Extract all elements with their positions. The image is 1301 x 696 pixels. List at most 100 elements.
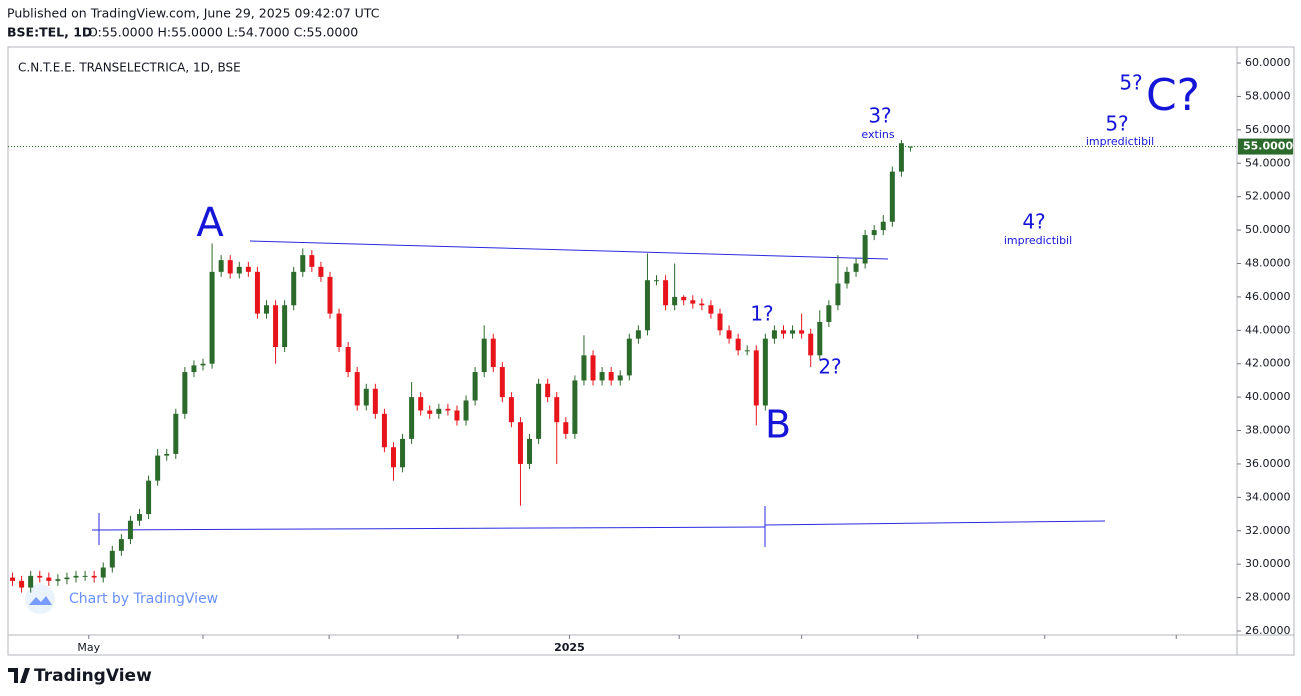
ohlc: O:55.0000 H:55.0000 L:54.7000 C:55.0000 <box>88 25 358 40</box>
annotation: impredictibil <box>1086 135 1154 148</box>
body <box>273 305 279 348</box>
body <box>508 397 514 423</box>
annotation: 1? <box>750 302 773 326</box>
body <box>445 408 451 411</box>
body <box>499 367 505 398</box>
body <box>282 305 288 348</box>
last-price-box <box>1238 138 1293 155</box>
body <box>209 271 215 364</box>
body <box>227 260 233 274</box>
body <box>780 330 786 334</box>
body <box>744 350 750 352</box>
body <box>182 372 188 414</box>
body <box>681 296 687 301</box>
y-tick-label: 60.0000 <box>1245 56 1291 69</box>
body <box>345 347 351 373</box>
body <box>481 338 487 373</box>
footer-text: TradingView <box>34 666 152 686</box>
annotation: B <box>765 403 791 447</box>
body <box>137 514 143 521</box>
body <box>263 305 269 314</box>
frame <box>7 46 1295 656</box>
body <box>82 575 88 577</box>
body <box>436 408 442 414</box>
body <box>390 447 396 468</box>
published: Published on TradingView.com, June 29, 2… <box>7 6 380 21</box>
body <box>771 330 777 339</box>
body <box>463 400 469 421</box>
body <box>155 455 161 481</box>
body <box>19 580 25 588</box>
body <box>336 313 342 348</box>
body <box>817 321 823 356</box>
body <box>291 271 297 306</box>
body <box>536 383 542 439</box>
x-tick-label: 2025 <box>554 641 585 654</box>
y-tick-label: 48.0000 <box>1245 256 1291 269</box>
body <box>100 567 106 578</box>
y-tick-label: 40.0000 <box>1245 390 1291 403</box>
body <box>581 355 587 381</box>
body <box>109 550 115 568</box>
y-tick-label: 34.0000 <box>1245 490 1291 503</box>
body <box>191 365 197 373</box>
body <box>245 266 251 272</box>
body <box>654 280 660 282</box>
body <box>554 397 560 423</box>
body <box>762 338 768 406</box>
watermark-icon <box>25 584 55 614</box>
body <box>699 303 705 306</box>
body <box>527 438 533 464</box>
body <box>808 333 814 356</box>
body <box>717 313 723 331</box>
body <box>28 575 34 588</box>
body <box>826 305 832 322</box>
body <box>608 372 614 381</box>
body <box>844 271 850 284</box>
trendline <box>91 526 766 531</box>
body <box>898 143 904 172</box>
body <box>354 372 360 406</box>
annotation: 4? <box>1022 210 1045 234</box>
y-tick-label: 26.0000 <box>1245 624 1291 637</box>
body <box>164 453 170 456</box>
annotation: 3? <box>868 104 891 128</box>
body <box>418 397 424 411</box>
watermark-glyph <box>29 596 52 605</box>
x-tick-label: May <box>77 641 100 654</box>
body <box>644 280 650 331</box>
y-tick-label: 52.0000 <box>1245 190 1291 203</box>
y-tick-label: 44.0000 <box>1245 323 1291 336</box>
body <box>889 171 895 222</box>
body <box>753 350 759 406</box>
body <box>37 575 43 578</box>
body <box>599 372 605 381</box>
watermark-text: Chart by TradingView <box>69 591 218 607</box>
body <box>218 260 224 272</box>
body <box>490 338 496 368</box>
footer-logo: TradingView <box>8 666 152 686</box>
body <box>236 266 242 274</box>
body <box>517 422 523 464</box>
body <box>254 271 260 314</box>
body <box>626 338 632 376</box>
last-price-label: 55.0000 <box>1243 140 1293 153</box>
annotation: extins <box>861 128 894 141</box>
body <box>55 579 61 581</box>
watermark: Chart by TradingView <box>25 584 218 614</box>
body <box>907 146 913 148</box>
body <box>790 330 796 334</box>
annotation: 2? <box>818 355 841 379</box>
body <box>617 375 623 381</box>
annotation: 5? <box>1105 112 1128 136</box>
body <box>545 383 551 398</box>
body <box>118 539 124 551</box>
body <box>64 577 70 580</box>
symbol: BSE:TEL, 1D <box>7 25 92 40</box>
y-tick-label: 36.0000 <box>1245 457 1291 470</box>
body <box>400 438 406 468</box>
body <box>472 372 478 401</box>
y-tick-label: 46.0000 <box>1245 290 1291 303</box>
